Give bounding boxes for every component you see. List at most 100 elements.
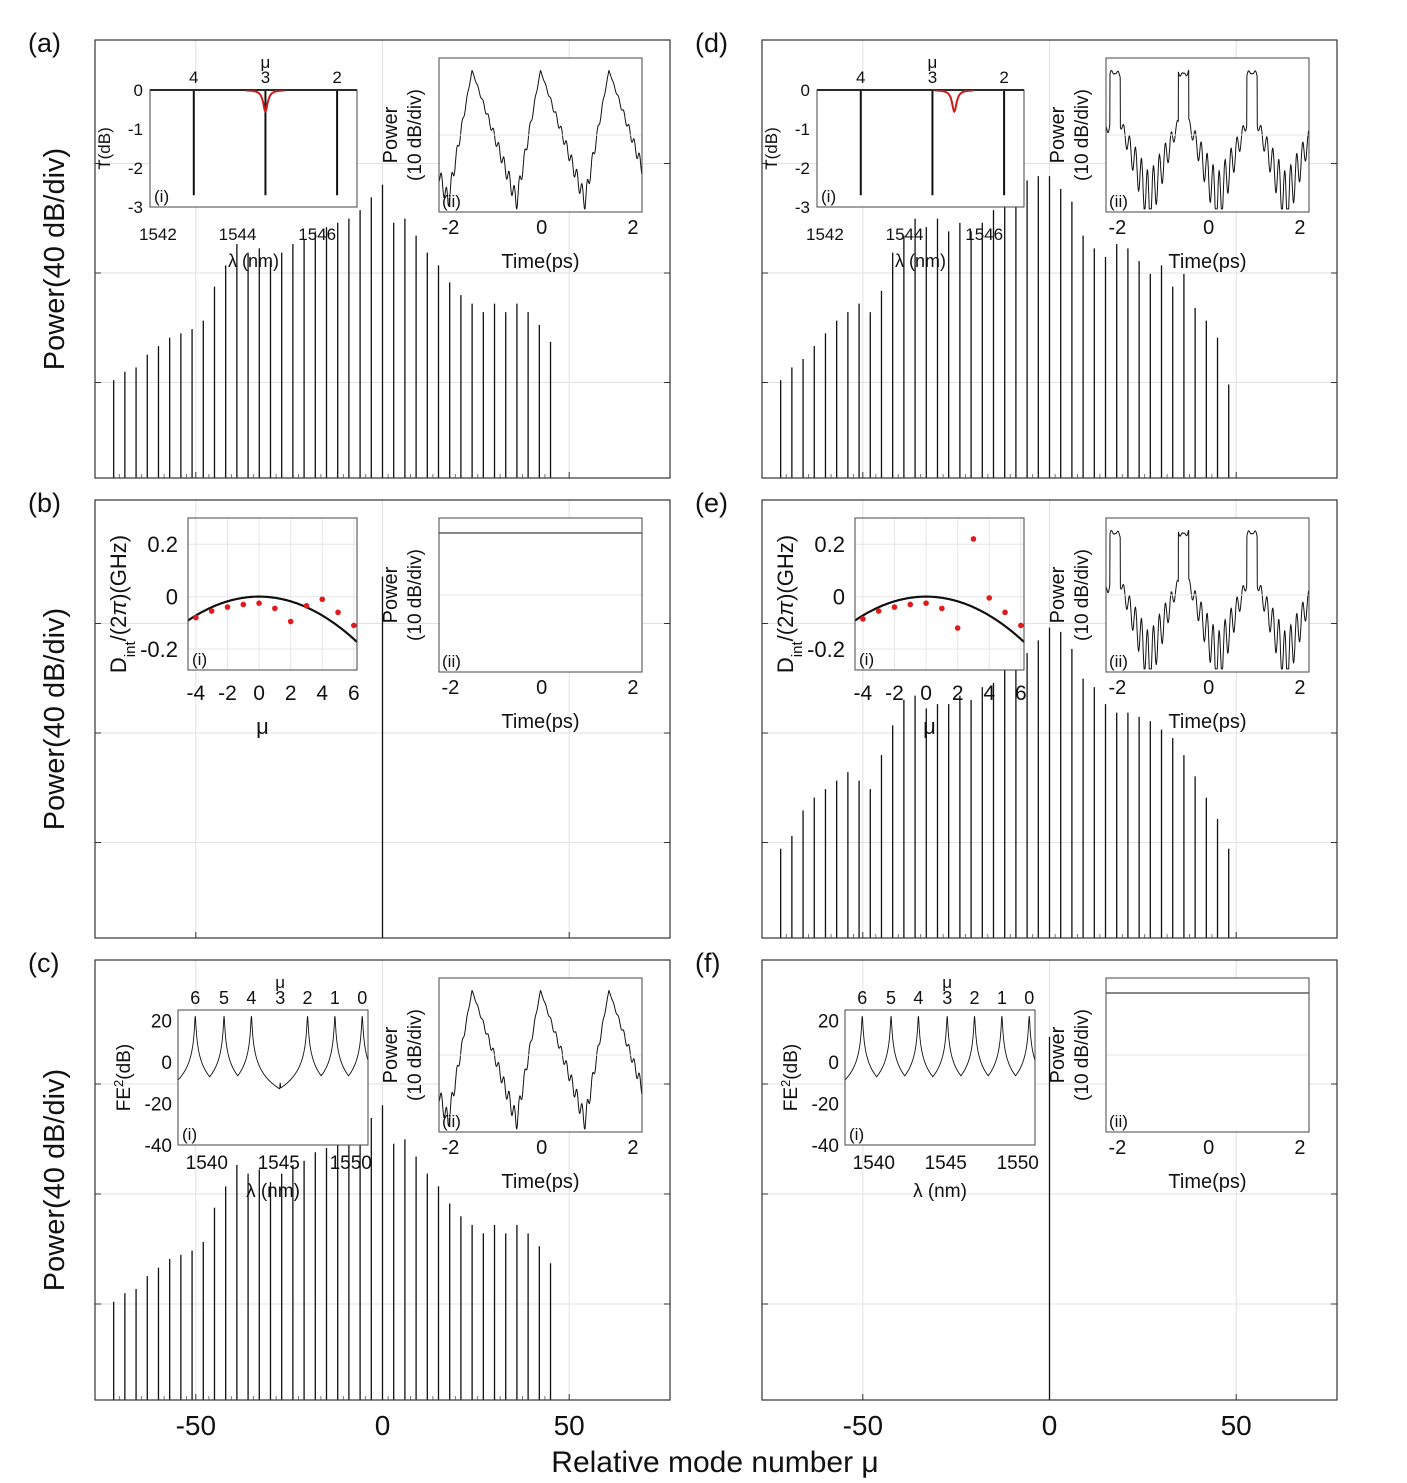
- dint-data-point: [303, 602, 310, 609]
- x-tick-label: 50: [554, 1410, 585, 1441]
- inset-frame: [177, 1009, 369, 1146]
- panel-c: (c)Power(40 dB/div)-50 0 506 5 4 3 2 1 0μ200-20-…: [28, 948, 671, 1441]
- inset-y-tick-label: 0: [828, 1053, 839, 1074]
- panel-a: (a) Power(40 dB/div) 4 3 2 μ 0 -1 -2 -3 1542 1544 15…: [28, 28, 671, 479]
- mode-number-label: 1: [997, 988, 1007, 1008]
- inset-x-tick-label: 2: [627, 677, 638, 699]
- mode-number-label: 2: [999, 68, 1008, 87]
- inset-ii: -2 0 2 Time(ps) Power (10 dB/div) (ii): [1047, 977, 1310, 1193]
- inset-background: [855, 518, 1024, 670]
- dint-data-point: [954, 625, 961, 631]
- inset-x-tick-label: 1544: [886, 225, 924, 244]
- inset-y-axis-label-part: FE: [781, 1087, 802, 1111]
- inset-y-axis-label-part: /(2: [106, 616, 131, 642]
- inset-y-tick-label: 0: [134, 81, 143, 100]
- inset-y-axis-label: Power: [380, 566, 402, 623]
- inset-ii: -2 0 2 Time(ps) Power (10 dB/div) (ii): [1047, 57, 1310, 273]
- mu-axis-label: μ: [928, 53, 938, 72]
- dint-data-point: [272, 605, 278, 612]
- inset-y-tick-label: 0: [166, 585, 178, 610]
- mode-number-label: 0: [357, 988, 367, 1008]
- inset-x-tick-label: 1540: [853, 1153, 895, 1174]
- inset-frame: [438, 517, 643, 673]
- inset-y-axis-label-part: /(2: [773, 616, 798, 642]
- inset-y-tick-label: 0.2: [814, 532, 845, 557]
- plot-frame: [761, 39, 1338, 479]
- y-axis-label: Power(40 dB/div): [39, 148, 71, 370]
- inset-x-axis-label: Time(ps): [501, 711, 579, 733]
- pulse-trace: [1105, 69, 1310, 210]
- inset-x-axis-label: λ (nm): [895, 251, 946, 271]
- inset-x-tick-label: 0: [1203, 1137, 1214, 1159]
- x-tick-label: 0: [375, 1410, 391, 1441]
- panel-label: (f): [695, 948, 720, 978]
- inset-y-axis-label-part: )(GHz): [773, 535, 798, 601]
- mode-number-label: 2: [332, 68, 341, 87]
- inset-x-tick-label: 1546: [298, 225, 336, 244]
- inset-y-axis-label: Dint/(2π)(GHz): [773, 535, 806, 673]
- inset-y-axis-label-part: D: [106, 657, 131, 673]
- inset-frame: [816, 89, 1025, 208]
- inset-x-tick-label: 0: [1203, 217, 1214, 239]
- inset-frame: [844, 1009, 1036, 1146]
- x-tick-label: -50: [843, 1410, 883, 1441]
- red-resonance-curve: [245, 89, 286, 114]
- mode-number-label: 6: [190, 988, 200, 1008]
- inset-x-tick-label: 2: [1294, 677, 1305, 699]
- inset-y-axis-label: (10 dB/div): [1072, 1009, 1093, 1101]
- inset-x-tick-label: -2: [1109, 217, 1127, 239]
- inset-y-tick-label: -40: [812, 1136, 839, 1157]
- inset-x-tick-label: 2: [627, 1137, 638, 1159]
- mode-number-label: 5: [219, 988, 229, 1008]
- inset-y-axis-label: Dint/(2π)(GHz): [106, 535, 139, 673]
- mode-number-label: 3: [942, 988, 952, 1008]
- panel-label: (a): [28, 28, 61, 58]
- inset-y-axis-label: Power: [1047, 566, 1069, 623]
- plot-frame: [94, 39, 671, 479]
- inset-frame: [187, 517, 358, 671]
- inset-y-axis-label: Power: [380, 106, 402, 163]
- mode-number-label: 3: [261, 68, 270, 87]
- inset-x-tick-label: 2: [285, 682, 297, 705]
- inset-y-axis-label: (10 dB/div): [1072, 549, 1093, 641]
- inset-y-tick-label: 0: [801, 81, 810, 100]
- plot-frame: [94, 959, 671, 1401]
- dint-data-point: [224, 604, 231, 610]
- inset-y-axis-label-part: int: [122, 641, 139, 658]
- inset-x-tick-label: 2: [1294, 1137, 1305, 1159]
- plot-frame: [94, 499, 671, 939]
- dint-data-point: [939, 605, 945, 612]
- panel-b: (b)Power(40 dB/div)0.20-0.2-4 -2 0 2 4 6μDint…: [28, 488, 671, 939]
- plot-frame: [761, 959, 1338, 1401]
- inset-frame: [1105, 517, 1310, 673]
- panel-d: (d) 4 3 2 μ 0 -1 -2 -3 1542 1544 1546 λ (nm) T(dB) (i)…: [695, 28, 1338, 479]
- inset-x-tick-label: 1540: [186, 1153, 228, 1174]
- inset-x-axis-label: Time(ps): [501, 1171, 579, 1193]
- y-axis-label: Power(40 dB/div): [39, 608, 71, 830]
- panel-label: (b): [28, 488, 61, 518]
- inset-y-axis-label: (10 dB/div): [405, 549, 426, 641]
- inset-background: [817, 90, 1024, 207]
- inset-y-tick-label: -20: [145, 1094, 172, 1115]
- inset-x-axis-label: μ: [256, 714, 269, 739]
- inset-background: [188, 518, 357, 670]
- inset-ii: -2 0 2 Time(ps) Power (10 dB/div) (ii): [380, 977, 643, 1193]
- inset-frame: [1105, 57, 1310, 213]
- inset-label: (ii): [442, 652, 461, 671]
- inset-y-axis-label: T(dB): [762, 127, 781, 170]
- dint-data-point: [860, 616, 866, 622]
- inset-x-tick-label: 4: [316, 682, 328, 705]
- inset-x-tick-label: 0: [920, 682, 932, 705]
- mu-axis-label: μ: [942, 973, 952, 992]
- inset-y-axis-label-part: 2: [778, 1080, 793, 1087]
- inset-y-axis-label-part: 2: [111, 1080, 126, 1087]
- inset-x-tick-label: -2: [1109, 677, 1127, 699]
- inset-frame: [854, 517, 1025, 671]
- inset-y-axis-label: FE2(dB): [778, 1044, 803, 1111]
- dint-data-point: [923, 600, 929, 606]
- inset-x-tick-label: 0: [536, 677, 547, 699]
- inset-label: (ii): [1109, 192, 1128, 211]
- inset-y-tick-label: -1: [795, 120, 810, 139]
